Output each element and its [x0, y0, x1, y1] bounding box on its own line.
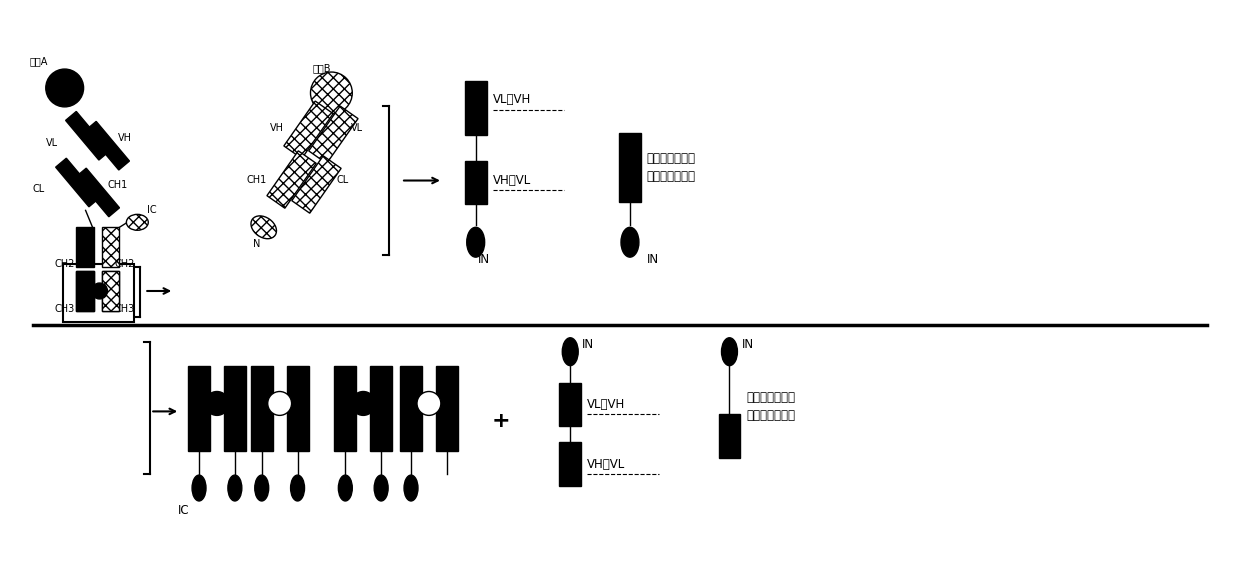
Bar: [76, 168, 119, 217]
Text: CL: CL: [336, 174, 348, 185]
Bar: [286, 366, 309, 451]
Bar: [284, 101, 334, 159]
Bar: [559, 442, 582, 486]
Text: CH1: CH1: [247, 174, 267, 185]
Bar: [250, 366, 273, 451]
Bar: [86, 121, 129, 170]
Bar: [335, 366, 356, 451]
Ellipse shape: [290, 475, 305, 501]
Ellipse shape: [562, 338, 578, 366]
Ellipse shape: [722, 338, 738, 366]
Bar: [102, 271, 119, 311]
Ellipse shape: [339, 475, 352, 501]
Text: VL: VL: [351, 123, 363, 133]
Text: IN: IN: [742, 338, 754, 351]
Text: 抗原B: 抗原B: [312, 63, 331, 73]
Text: IN: IN: [477, 253, 490, 265]
Text: CH3: CH3: [55, 304, 74, 314]
Text: VL: VL: [46, 138, 58, 148]
Bar: [63, 264, 134, 322]
Ellipse shape: [268, 392, 291, 415]
Bar: [188, 366, 210, 451]
Text: +: +: [491, 411, 510, 432]
Bar: [76, 271, 93, 311]
Text: IN: IN: [583, 338, 594, 351]
Ellipse shape: [205, 392, 229, 415]
Text: 细胞因子或活性
多肽或毒素多肽: 细胞因子或活性 多肽或毒素多肽: [746, 391, 795, 422]
Text: VH或VL: VH或VL: [492, 174, 531, 187]
Text: CL: CL: [32, 185, 45, 194]
Text: VH: VH: [118, 133, 131, 143]
Bar: [309, 106, 358, 163]
Ellipse shape: [126, 215, 149, 230]
Text: IN: IN: [647, 253, 658, 265]
Text: IC: IC: [177, 504, 188, 517]
Ellipse shape: [250, 216, 277, 239]
Ellipse shape: [417, 392, 441, 415]
Text: 细胞因子或活性
多肽或毒素多肽: 细胞因子或活性 多肽或毒素多肽: [647, 152, 696, 183]
Ellipse shape: [310, 72, 352, 114]
Bar: [56, 158, 99, 207]
Text: CH2: CH2: [114, 259, 135, 269]
Bar: [436, 366, 458, 451]
Text: CH1: CH1: [108, 179, 128, 189]
Bar: [102, 227, 119, 267]
Ellipse shape: [466, 227, 485, 257]
Text: IC: IC: [148, 205, 157, 215]
Text: CH2: CH2: [55, 259, 74, 269]
Ellipse shape: [92, 283, 108, 299]
Ellipse shape: [192, 475, 206, 501]
Bar: [66, 111, 109, 160]
Text: VH: VH: [269, 123, 284, 133]
Text: 抗原A: 抗原A: [30, 56, 48, 66]
Text: VH或VL: VH或VL: [588, 458, 625, 471]
Ellipse shape: [621, 227, 639, 257]
Bar: [619, 133, 641, 203]
Bar: [718, 414, 740, 458]
Ellipse shape: [351, 392, 376, 415]
Bar: [465, 81, 486, 135]
Ellipse shape: [404, 475, 418, 501]
Bar: [465, 160, 486, 204]
Bar: [401, 366, 422, 451]
Text: N: N: [253, 239, 260, 249]
Bar: [267, 151, 316, 208]
Bar: [291, 156, 341, 213]
Bar: [76, 227, 93, 267]
Ellipse shape: [228, 475, 242, 501]
Ellipse shape: [46, 69, 83, 107]
Bar: [224, 366, 246, 451]
Text: VL或VH: VL或VH: [492, 93, 531, 106]
Ellipse shape: [374, 475, 388, 501]
Text: CH3: CH3: [114, 304, 134, 314]
Text: VL或VH: VL或VH: [588, 398, 625, 411]
Bar: [102, 271, 119, 311]
Bar: [559, 383, 582, 426]
Bar: [371, 366, 392, 451]
Bar: [76, 271, 93, 311]
Ellipse shape: [254, 475, 269, 501]
